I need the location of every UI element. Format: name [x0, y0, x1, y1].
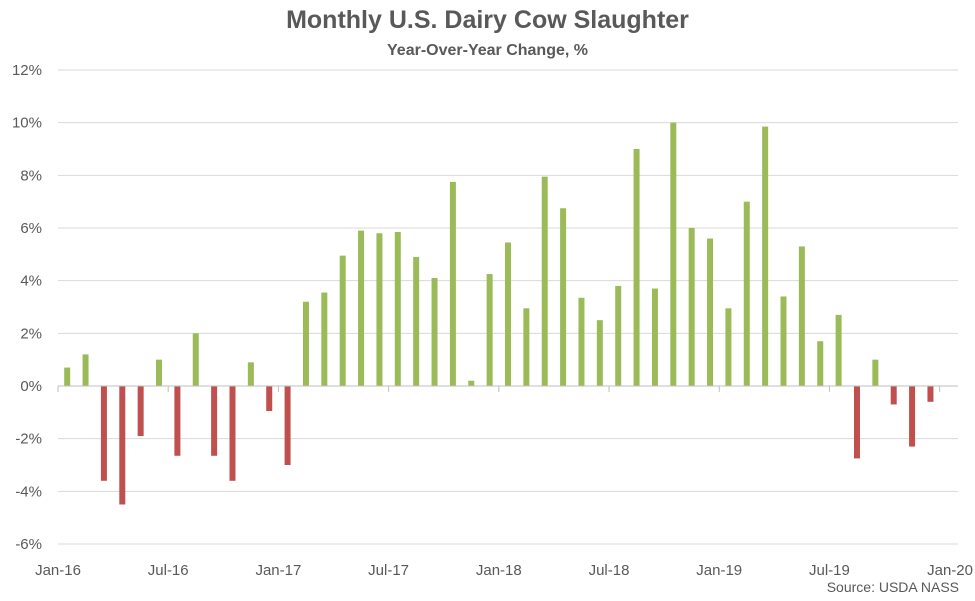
bar-nov-19 — [909, 386, 916, 447]
bar-feb-17 — [302, 301, 309, 386]
y-tick-label: -6% — [15, 536, 42, 553]
y-tick-label: 4% — [20, 273, 42, 290]
chart-subtitle: Year-Over-Year Change, % — [387, 42, 588, 59]
bar-nov-16 — [247, 362, 254, 386]
x-tick-label: Jul-17 — [368, 562, 409, 579]
bar-feb-18 — [523, 308, 530, 386]
bar-aug-19 — [853, 386, 860, 459]
bar-jan-19 — [725, 308, 732, 386]
bar-sep-18 — [651, 288, 658, 386]
bar-oct-17 — [449, 181, 456, 386]
bar-nov-18 — [688, 228, 695, 386]
bar-sep-16 — [211, 386, 218, 456]
gridlines — [58, 69, 958, 545]
x-tick-label: Jul-19 — [809, 562, 850, 579]
bar-may-19 — [798, 246, 805, 386]
bar-dec-18 — [707, 238, 714, 386]
x-tick-label: Jan-18 — [476, 562, 522, 579]
bar-jun-19 — [817, 341, 824, 386]
x-tick-label: Jul-18 — [589, 562, 630, 579]
bar-mar-19 — [762, 126, 769, 386]
bar-dec-16 — [266, 386, 273, 412]
chart-title: Monthly U.S. Dairy Cow Slaughter — [286, 6, 689, 34]
x-tick-label: Jan-19 — [696, 562, 742, 579]
bar-oct-16 — [229, 386, 236, 481]
bar-aug-16 — [192, 333, 199, 386]
bar-nov-17 — [468, 380, 475, 386]
bar-jun-16 — [156, 359, 163, 386]
y-tick-label: 0% — [20, 378, 42, 395]
bar-dec-19 — [927, 386, 934, 402]
bar-jul-16 — [174, 386, 181, 456]
bar-jan-18 — [505, 242, 511, 386]
bar-aug-17 — [413, 256, 420, 386]
bar-jun-17 — [376, 233, 383, 386]
bar-feb-19 — [743, 201, 750, 386]
x-tick-label: Jan-16 — [35, 562, 81, 579]
chart-source: Source: USDA NASS — [826, 579, 959, 595]
bar-apr-19 — [780, 296, 787, 386]
x-axis-labels: Jan-16 Jul-16 Jan-17 Jul-17 Jan-18 Jul-18 Jan-… — [35, 562, 973, 579]
bar-mar-16 — [100, 386, 107, 481]
bar-may-16 — [137, 386, 144, 437]
bar-apr-16 — [119, 386, 126, 505]
bar-sep-17 — [431, 278, 438, 386]
bar-jul-17 — [394, 231, 401, 386]
y-tick-label: 12% — [12, 62, 42, 79]
bar-may-17 — [358, 230, 365, 386]
bar-aug-18 — [633, 149, 640, 386]
x-tick-label: Jul-16 — [148, 562, 189, 579]
bar-oct-19 — [890, 386, 897, 405]
bar-mar-17 — [321, 292, 328, 386]
y-tick-label: 8% — [20, 167, 42, 184]
bar-sep-19 — [872, 359, 879, 386]
bar-jan-17 — [284, 386, 291, 465]
bars — [64, 122, 934, 505]
bar-apr-17 — [339, 255, 346, 386]
bar-jan-16 — [64, 367, 71, 386]
bar-jun-18 — [596, 320, 603, 386]
bar-may-18 — [578, 297, 585, 386]
bar-apr-18 — [560, 208, 567, 386]
bar-dec-17 — [486, 274, 493, 386]
bar-oct-18 — [670, 122, 677, 387]
y-tick-label: 10% — [12, 115, 42, 132]
bar-jul-18 — [615, 285, 622, 386]
y-axis-labels: 12% 10% 8% 6% 4% 2% 0% -2% -4% -6% — [12, 62, 42, 553]
bar-jul-19 — [835, 314, 842, 386]
bar-feb-16 — [82, 354, 89, 386]
y-tick-label: -2% — [15, 431, 42, 448]
y-tick-label: 6% — [20, 220, 42, 237]
x-tick-label: Jan-20 — [927, 562, 973, 579]
bar-mar-18 — [541, 176, 548, 386]
x-axis — [57, 385, 958, 392]
y-tick-label: 2% — [20, 325, 42, 342]
y-tick-label: -4% — [15, 483, 42, 500]
x-tick-label: Jan-17 — [255, 562, 301, 579]
